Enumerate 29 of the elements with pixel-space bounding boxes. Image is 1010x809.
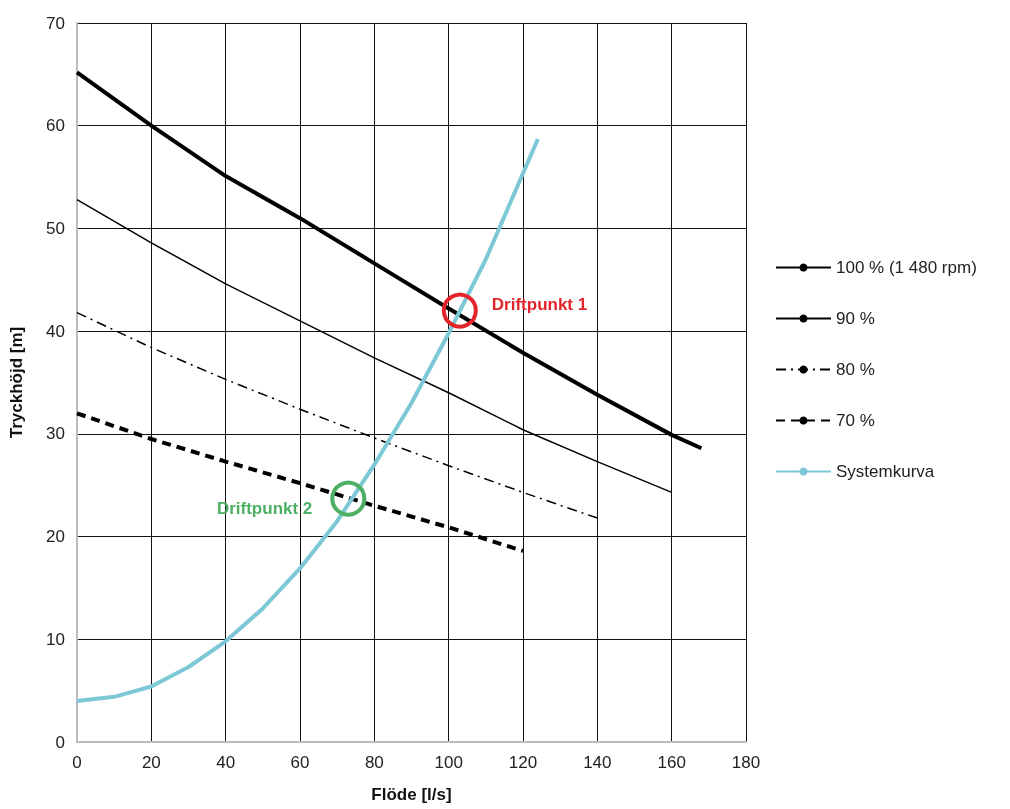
- y-tick-label: 10: [46, 629, 65, 649]
- x-tick-label: 180: [731, 753, 761, 772]
- line-series: [75, 411, 525, 553]
- legend-label: 90 %: [836, 309, 875, 328]
- legend-label: 70 %: [836, 411, 875, 430]
- y-tick-label: 0: [55, 732, 65, 752]
- x-tick-label: 40: [216, 753, 236, 772]
- x-tick-label: 20: [141, 753, 161, 772]
- legend-label: 80 %: [836, 360, 875, 379]
- x-tick-label: 120: [508, 753, 538, 772]
- y-tick-label: 40: [46, 321, 65, 341]
- x-tick-label: 80: [364, 753, 384, 772]
- x-tick-label: 100: [434, 753, 463, 772]
- x-tick-label: 160: [657, 753, 686, 772]
- x-tick-label: 140: [583, 753, 612, 772]
- x-tick-label: 60: [290, 753, 310, 772]
- line-series: [76, 311, 599, 519]
- y-tick-label: 30: [46, 424, 65, 444]
- y-axis-title: Tryckhöjd [m]: [7, 326, 26, 439]
- line-series: [76, 198, 673, 494]
- y-tick-label: 20: [46, 527, 65, 547]
- line-series: [75, 70, 704, 451]
- x-tick-label: 0: [72, 753, 82, 772]
- x-axis-title: Flöde [l/s]: [371, 785, 452, 804]
- y-tick-label: 60: [46, 116, 65, 136]
- legend-label: 100 % (1 480 rpm): [836, 258, 977, 277]
- legend-label: Systemkurva: [836, 462, 935, 481]
- y-tick-label: 50: [46, 218, 65, 238]
- y-tick-label: 70: [46, 13, 65, 33]
